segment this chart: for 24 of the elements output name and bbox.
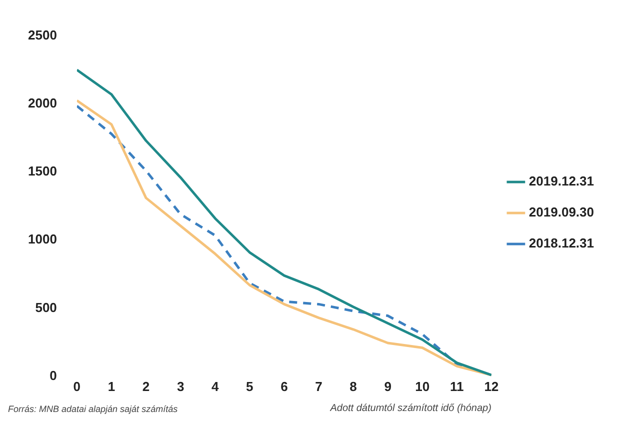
y-tick-label: 0 (50, 368, 57, 383)
x-tick-label: 10 (415, 378, 430, 394)
x-tick-label: 6 (280, 378, 288, 394)
legend-label: 2019.12.31 (528, 174, 594, 189)
legend-label: 2018.12.31 (528, 236, 594, 251)
y-tick-label: 2000 (28, 96, 57, 110)
x-tick-label: 3 (176, 378, 184, 394)
x-tick-label: 7 (315, 378, 322, 394)
x-axis-title: Adott dátumtól számított idő (hónap) (329, 402, 492, 414)
y-tick-label: 1000 (28, 232, 57, 247)
x-tick-label: 2 (142, 378, 150, 394)
y-tick-label: 500 (35, 300, 57, 315)
x-tick-label: 8 (350, 378, 357, 394)
x-tick-label: 0 (73, 378, 81, 394)
x-tick-label: 12 (484, 378, 499, 394)
legend-label: 2019.09.30 (528, 204, 594, 220)
y-tick-label: 2500 (28, 27, 57, 42)
text: Forrás: MNB adatai alapján saját számítás (8, 404, 178, 414)
y-tick-label: 1500 (28, 164, 57, 179)
x-tick-label: 5 (246, 378, 254, 394)
x-tick-label: 1 (108, 378, 116, 394)
x-tick-label: 11 (450, 378, 464, 394)
x-tick-label: 9 (384, 378, 392, 394)
x-tick-label: 4 (211, 378, 220, 394)
